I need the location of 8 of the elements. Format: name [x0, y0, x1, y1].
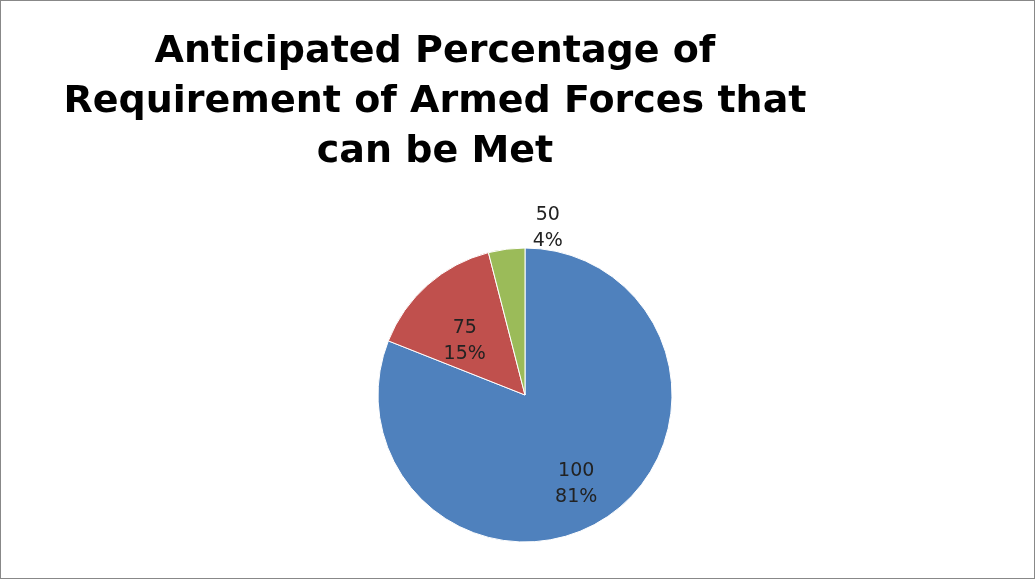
- data-label: 4%: [532, 228, 563, 251]
- slice-label: 50: [535, 202, 560, 225]
- chart-title: Anticipated Percentage of Requirement of Armed Forces that can be Met: [63, 27, 807, 171]
- data-label: 81%: [555, 484, 598, 507]
- data-label: 15%: [443, 340, 486, 363]
- slice-label: 100: [558, 458, 595, 481]
- slice-label: 75: [452, 314, 477, 337]
- pie-slice: [377, 247, 673, 543]
